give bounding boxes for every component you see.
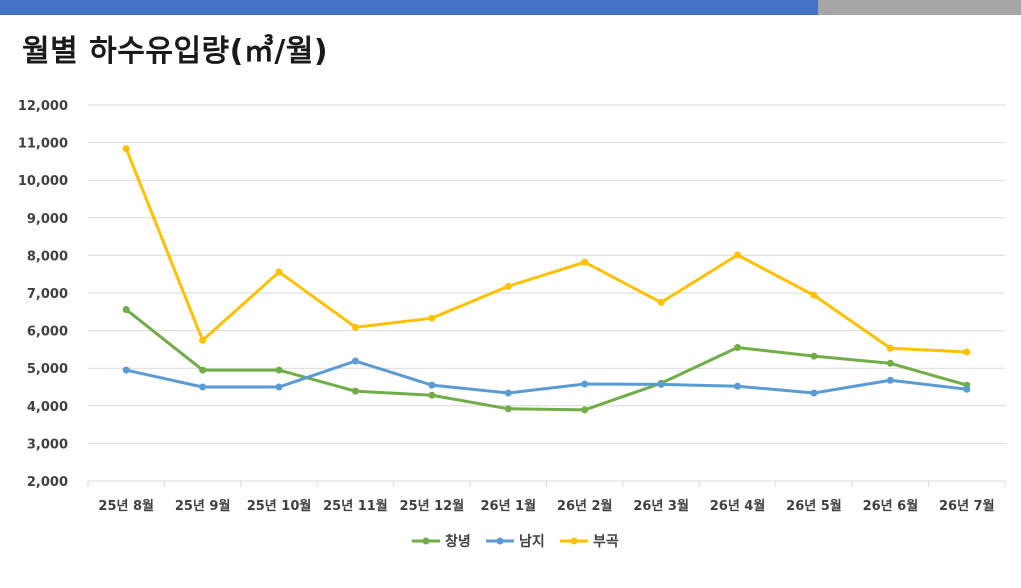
data-point: [734, 382, 742, 390]
x-tick-label: 25년 11월: [323, 498, 388, 514]
data-point: [504, 389, 512, 397]
data-point: [275, 383, 283, 391]
data-point: [122, 366, 130, 374]
data-point: [199, 383, 207, 391]
data-point: [734, 251, 742, 259]
data-point: [428, 381, 436, 389]
series-line: [124, 359, 969, 395]
legend-item: 남지: [486, 533, 545, 550]
data-point: [963, 385, 971, 393]
x-tick-label: 26년 3월: [633, 498, 689, 514]
legend-item: 부곡: [560, 534, 619, 550]
legend-item: 창녕: [412, 533, 471, 550]
x-tick-label: 26년 2월: [557, 498, 613, 514]
series-2: [122, 145, 971, 356]
legend-label: 남지: [519, 533, 545, 550]
legend-swatch-marker: [496, 537, 504, 545]
data-point: [351, 387, 359, 395]
data-point: [581, 380, 589, 388]
data-point: [428, 314, 436, 322]
data-point: [810, 389, 818, 397]
data-point: [657, 298, 665, 306]
y-tick-label: 3,000: [27, 437, 68, 452]
x-tick-label: 26년 4월: [710, 498, 766, 514]
data-point: [275, 366, 283, 374]
data-point: [581, 258, 589, 266]
x-tick-label: 26년 1월: [480, 498, 536, 514]
y-tick-label: 6,000: [27, 325, 68, 340]
page-title: 월별 하수유입량(㎥/월): [22, 34, 329, 69]
y-tick-label: 12,000: [18, 99, 68, 114]
data-point: [351, 357, 359, 365]
data-point: [199, 336, 207, 344]
header-accent-bar-end: [818, 0, 1021, 15]
y-tick-label: 9,000: [27, 212, 68, 227]
data-point: [122, 306, 130, 314]
series-line: [124, 308, 969, 412]
data-point: [734, 344, 742, 352]
data-point: [810, 291, 818, 299]
legend-label: 부곡: [593, 534, 619, 550]
legend-swatch-marker: [422, 537, 430, 545]
legend-swatch-marker: [570, 537, 578, 545]
data-point: [122, 145, 130, 153]
x-tick-label: 25년 8월: [98, 498, 154, 514]
legend-label: 창녕: [445, 533, 471, 550]
series-0: [122, 306, 971, 414]
series-line: [124, 147, 969, 354]
y-tick-label: 11,000: [18, 137, 68, 152]
x-tick-label: 26년 5월: [786, 498, 842, 514]
data-point: [504, 282, 512, 290]
x-tick-label: 26년 6월: [863, 498, 919, 514]
y-tick-label: 5,000: [27, 362, 68, 377]
data-point: [351, 323, 359, 331]
data-point: [199, 366, 207, 374]
y-tick-label: 10,000: [18, 174, 68, 189]
header-accent-bar: [0, 0, 818, 15]
y-tick-label: 8,000: [27, 249, 68, 264]
data-point: [886, 344, 894, 352]
data-point: [886, 376, 894, 384]
x-tick-label: 26년 7월: [939, 498, 995, 514]
y-tick-label: 7,000: [27, 287, 68, 302]
series-1: [122, 357, 971, 397]
data-point: [504, 405, 512, 413]
y-tick-label: 4,000: [27, 400, 68, 415]
data-point: [275, 268, 283, 276]
data-point: [810, 352, 818, 360]
data-point: [886, 359, 894, 367]
data-point: [963, 348, 971, 356]
data-point: [428, 391, 436, 399]
data-point: [657, 380, 665, 388]
y-tick-label: 2,000: [27, 475, 68, 490]
data-point: [581, 406, 589, 414]
x-tick-label: 25년 10월: [247, 498, 312, 514]
x-tick-label: 25년 12월: [400, 498, 465, 514]
x-tick-label: 25년 9월: [175, 498, 231, 514]
